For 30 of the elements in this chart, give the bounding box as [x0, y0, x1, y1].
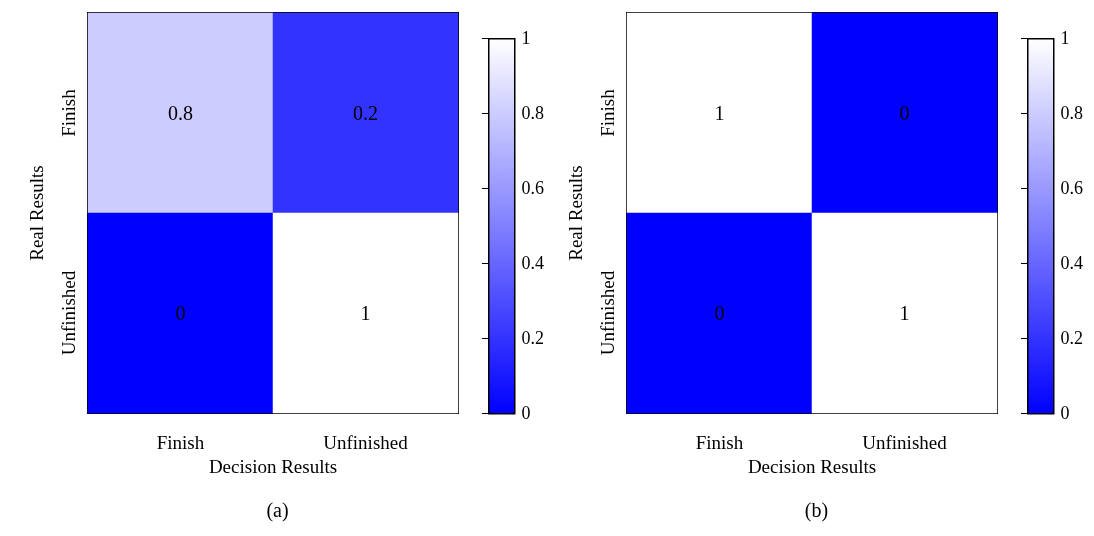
color-bar-label: 0.6 [1060, 178, 1083, 198]
color-bar-label: 0 [521, 403, 531, 423]
y-axis-title: Real Results [26, 165, 47, 261]
color-bar-label: 0.2 [1060, 328, 1083, 348]
color-bar-label: 1 [1060, 28, 1070, 48]
color-bar-label: 0.4 [1060, 253, 1083, 273]
x-tick-label: Unfinished [862, 432, 948, 453]
color-bar-label: 0.6 [521, 178, 544, 198]
data-label: 1 [360, 302, 371, 324]
data-label: 0 [175, 302, 186, 324]
data-label: 0 [899, 102, 910, 124]
color-bar-label: 1 [521, 28, 531, 48]
data-label: 0.2 [353, 102, 378, 124]
color-bar-label: 0 [1060, 403, 1070, 423]
y-axis-title: Real Results [565, 165, 586, 261]
color-bar-label: 0.4 [521, 253, 544, 273]
color-bar-label: 0.8 [521, 103, 544, 123]
x-tick-label: Finish [156, 432, 205, 453]
text: (a) [266, 499, 289, 522]
data-label: 1 [899, 302, 910, 324]
x-axis-title: Decision Results [208, 456, 338, 477]
data-label: 0 [714, 302, 725, 324]
data-label: 1 [714, 102, 725, 124]
text: (b) [804, 499, 829, 522]
color-bar-label: 0.2 [521, 328, 544, 348]
color-bar-label: 0.8 [1060, 103, 1083, 123]
data-label: 0.8 [168, 102, 193, 124]
x-axis-title: Decision Results [747, 456, 877, 477]
x-tick-label: Finish [695, 432, 744, 453]
x-tick-label: Unfinished [323, 432, 409, 453]
